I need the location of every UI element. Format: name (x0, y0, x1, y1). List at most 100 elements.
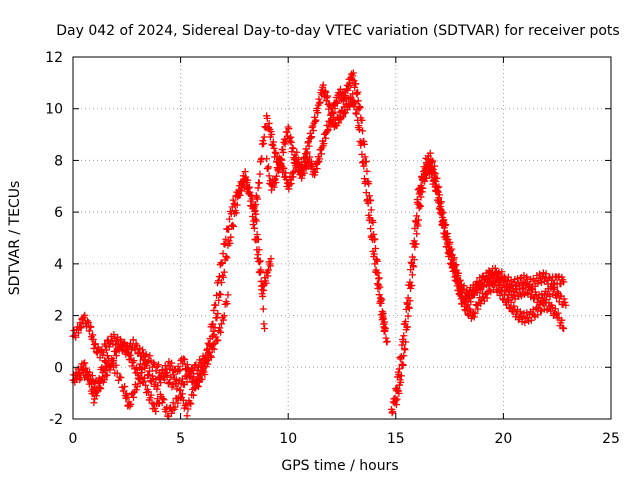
data-point (426, 158, 434, 166)
data-point (266, 262, 274, 270)
data-point (178, 390, 186, 398)
data-point (401, 346, 409, 354)
data-point (358, 150, 366, 158)
data-point (277, 156, 285, 164)
data-point (250, 224, 258, 232)
data-point (222, 235, 230, 243)
y-tick-label: 2 (54, 309, 63, 325)
data-point (316, 98, 324, 106)
data-point (397, 378, 405, 386)
data-point (506, 287, 514, 295)
data-point (92, 392, 100, 400)
data-point (452, 272, 460, 280)
data-point (131, 346, 139, 354)
data-point (216, 290, 224, 298)
data-point (191, 361, 199, 369)
data-point (73, 371, 81, 379)
data-point (393, 395, 401, 403)
data-point (101, 357, 109, 365)
data-point (446, 247, 454, 255)
data-point (347, 93, 355, 101)
data-point (362, 189, 370, 197)
data-point (199, 366, 207, 374)
data-point (103, 352, 111, 360)
data-point (152, 407, 160, 415)
series-track-c (73, 291, 232, 395)
data-point (354, 97, 362, 105)
data-point (75, 369, 83, 377)
data-point (142, 381, 150, 389)
data-point (212, 301, 220, 309)
data-point (217, 259, 225, 267)
data-point (412, 240, 420, 248)
data-point (229, 221, 237, 229)
data-point (395, 389, 403, 397)
data-point (353, 105, 361, 113)
data-point (207, 353, 215, 361)
data-point (251, 207, 259, 215)
data-point (253, 217, 261, 225)
data-point (265, 119, 273, 127)
data-point (406, 297, 414, 305)
data-point (423, 174, 431, 182)
data-point (314, 109, 322, 117)
data-point (453, 276, 461, 284)
data-point (300, 169, 308, 177)
data-point (75, 329, 83, 337)
data-point (186, 399, 194, 407)
data-point (159, 373, 167, 381)
data-point (274, 167, 282, 175)
data-point (229, 222, 237, 230)
data-point (282, 169, 290, 177)
data-point (295, 156, 303, 164)
data-point (287, 180, 295, 188)
data-point (404, 312, 412, 320)
data-point (166, 378, 174, 386)
data-point (272, 179, 280, 187)
data-point (367, 225, 375, 233)
data-point (269, 138, 277, 146)
data-point (542, 270, 550, 278)
data-point (253, 195, 261, 203)
data-point (364, 199, 372, 207)
y-tick-label: -2 (49, 412, 63, 428)
data-point (126, 351, 134, 359)
data-point (483, 294, 491, 302)
x-tick-label: 5 (176, 431, 185, 447)
data-point (312, 116, 320, 124)
data-point (219, 273, 227, 281)
data-point (123, 393, 131, 401)
data-point (317, 150, 325, 158)
x-tick-label: 15 (387, 431, 405, 447)
data-point (270, 183, 278, 191)
data-point (180, 355, 188, 363)
data-point (309, 127, 317, 135)
data-point (400, 352, 408, 360)
data-point (395, 365, 403, 373)
data-point (129, 336, 137, 344)
data-point (383, 337, 391, 345)
data-point (164, 380, 172, 388)
data-point (265, 266, 273, 274)
data-point (426, 149, 434, 157)
data-point (81, 311, 89, 319)
data-point (226, 239, 234, 247)
data-point (234, 193, 242, 201)
data-point (562, 301, 570, 309)
data-point (450, 267, 458, 275)
data-point (172, 376, 180, 384)
data-point (106, 366, 114, 374)
data-point (314, 159, 322, 167)
data-point (460, 303, 468, 311)
data-point (174, 399, 182, 407)
data-point (187, 369, 195, 377)
data-point (352, 80, 360, 88)
data-point (89, 335, 97, 343)
data-point (363, 167, 371, 175)
data-point (534, 311, 542, 319)
data-point (170, 371, 178, 379)
data-point (160, 396, 168, 404)
data-point (196, 371, 204, 379)
data-point (389, 408, 397, 416)
data-point (83, 317, 91, 325)
